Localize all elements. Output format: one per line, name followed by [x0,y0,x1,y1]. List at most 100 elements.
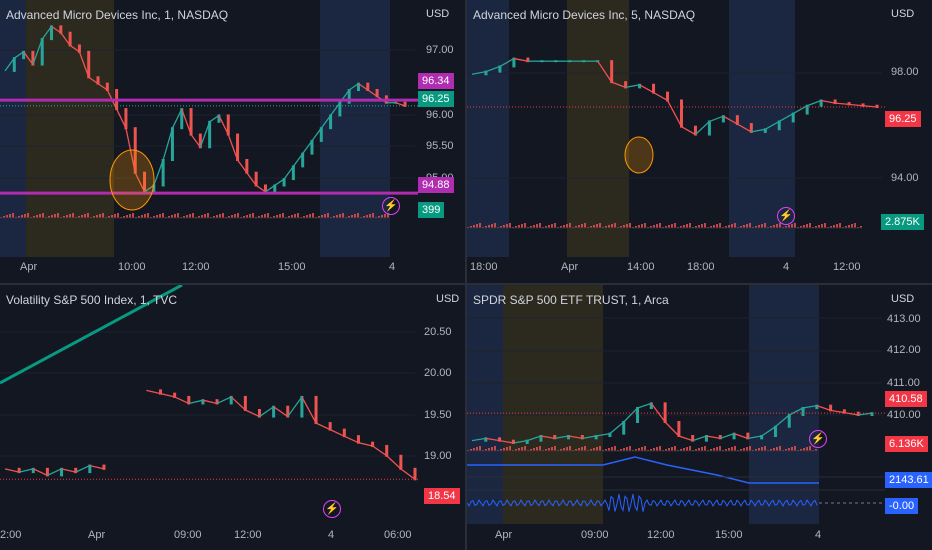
volume-bar [545,226,547,228]
chart-panel-spy[interactable]: SPDR S&P 500 ETF TRUST, 1, Arca USD 413.… [467,285,932,550]
candle [40,38,44,66]
price-segment [259,406,274,418]
volume-bar [764,446,766,451]
candle [375,89,379,98]
volume-bar [24,214,26,218]
candle [760,435,764,440]
volume-bar [327,213,329,218]
volume-bar [138,216,140,218]
lightning-icon[interactable]: ⚡ [323,500,341,518]
highlight-ellipse [624,136,654,174]
symbol-title[interactable]: Advanced Micro Devices Inc, 1, NASDAQ [6,8,229,22]
volume-bar [578,448,580,451]
price-segment [792,105,808,115]
volume-bar [746,224,748,228]
candle [356,82,360,91]
price-segment [499,58,515,67]
volume-bar [201,215,203,218]
volume-bar [354,214,356,218]
volume-bar [72,213,74,218]
currency-unit: USD [891,293,915,305]
candle [791,112,795,123]
volume-bar [554,223,556,228]
volume-bar [174,214,176,218]
volume-bar [309,214,311,218]
price-segment [623,407,638,423]
candle [215,399,219,405]
price-chart-canvas[interactable] [467,285,932,550]
price-chart-canvas[interactable] [0,285,465,550]
volume-bar [18,216,20,218]
price-segment [78,51,90,78]
volume-bar [740,226,742,228]
x-tick: 2:00 [0,529,22,541]
volume-bar [27,213,29,218]
candle [88,464,92,474]
volume-bar [569,446,571,451]
lightning-icon[interactable]: ⚡ [809,430,827,448]
volume-bar [204,214,206,218]
volume-bar [303,216,305,218]
volume-bar [524,223,526,228]
volume-bar [803,448,805,451]
volume-bar [521,447,523,451]
chart-panel-amd-5min[interactable]: Advanced Micro Devices Inc, 5, NASDAQ US… [467,0,932,283]
volume-bar [339,214,341,218]
pane-divider-vertical[interactable] [465,0,467,550]
volume-bar [536,447,538,451]
chart-panel-amd-1min[interactable]: Advanced Micro Devices Inc, 1, NASDAQ US… [0,0,465,283]
volume-bar [809,223,811,228]
volume-bar [743,448,745,451]
price-segment [862,105,878,108]
candle [805,104,809,115]
volume-bar [590,449,592,451]
volume-bar [219,214,221,218]
volume-bar [635,226,637,228]
price-segment [664,421,680,437]
volume-bar [755,226,757,228]
candle [272,405,276,418]
last-price-tag: 96.25 [885,111,921,127]
candle [301,152,305,168]
volume-bar [839,223,841,228]
volume-bar [144,214,146,218]
volume-bar [821,224,823,228]
candle [338,101,342,117]
volume-bar [653,448,655,451]
price-segment [681,126,696,136]
volume-bar [674,446,676,451]
price-segment [849,103,864,107]
volume-bar [650,226,652,228]
candle [229,395,233,405]
volume-bar [282,213,284,218]
x-tick: 12:00 [182,261,210,273]
volume-bar [845,226,847,228]
candle [257,409,261,418]
lightning-icon[interactable]: ⚡ [382,197,400,215]
symbol-title[interactable]: SPDR S&P 500 ETF TRUST, 1, Arca [473,293,669,307]
pane-divider-horizontal[interactable] [0,283,932,285]
volume-bar [794,446,796,451]
volume-bar [779,223,781,228]
volume-tag: 6.136K [885,436,928,452]
lightning-icon[interactable]: ⚡ [777,207,795,225]
candle [347,89,351,104]
volume-bar [177,213,179,218]
candle [875,104,879,109]
symbol-title[interactable]: Volatility S&P 500 Index, 1, TVC [6,293,177,307]
volume-bar [51,215,53,218]
volume-bar [171,215,173,218]
volume-bar [734,446,736,451]
price-chart-canvas[interactable] [0,0,465,283]
y-tick: 411.00 [887,377,920,389]
candle [159,389,163,395]
price-segment [255,184,266,193]
symbol-title[interactable]: Advanced Micro Devices Inc, 5, NASDAQ [473,8,696,22]
chart-panel-vix[interactable]: Volatility S&P 500 Index, 1, TVC USD 20.… [0,285,465,550]
volume-bar [348,216,350,218]
price-chart-canvas[interactable] [467,0,932,283]
volume-bar [644,223,646,228]
volume-bar [276,215,278,218]
hline-price-tag: 94.88 [418,177,454,193]
volume-bar [680,449,682,451]
